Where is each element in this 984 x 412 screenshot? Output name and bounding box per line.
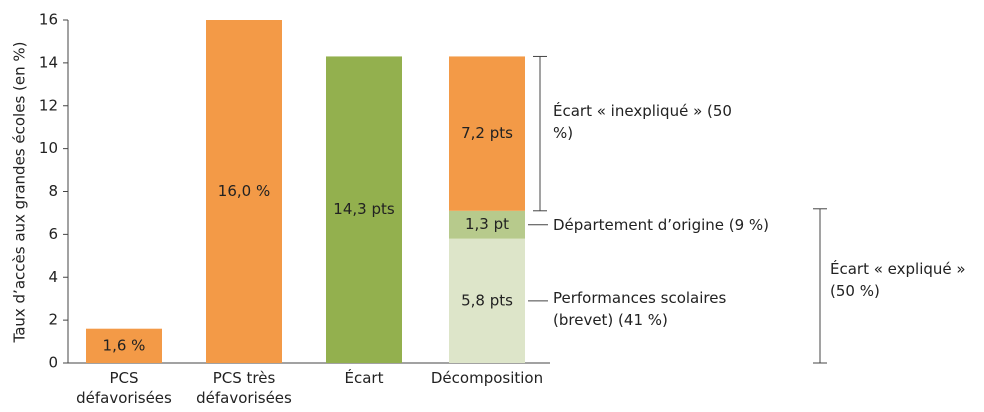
x-tick-label: PCS très défavorisées <box>196 369 292 407</box>
y-tick-label: 2 <box>48 311 58 329</box>
stack-segment <box>449 238 525 363</box>
y-axis-label: Taux d’accès aux grandes écoles (en %) <box>11 42 29 344</box>
segment-label: 7,2 pts <box>461 124 513 142</box>
y-tick-label: 10 <box>39 139 58 157</box>
segment-label: 1,3 pt <box>465 215 509 233</box>
annotation: Écart « expliqué » (50 %) <box>830 259 966 300</box>
y-tick-label: 12 <box>39 96 58 114</box>
x-tick-label: PCS défavorisées <box>76 369 172 407</box>
y-tick-label: 14 <box>39 53 58 71</box>
bar <box>86 328 162 363</box>
y-tick-label: 16 <box>39 11 58 29</box>
y-tick-label: 6 <box>48 225 58 243</box>
annotation: Performances scolaires (brevet) (41 %) <box>553 288 727 329</box>
bar-label: 1,6 % <box>103 336 146 354</box>
y-tick-label: 0 <box>48 354 58 372</box>
stack-segment <box>449 56 525 211</box>
x-tick-label: Écart <box>344 369 384 387</box>
bar-label: 14,3 pts <box>333 200 395 218</box>
segment-label: 5,8 pts <box>461 291 513 309</box>
y-tick-label: 4 <box>48 268 58 286</box>
bar-label: 16,0 % <box>218 182 270 200</box>
y-tick-label: 8 <box>48 182 58 200</box>
stack-segment <box>449 210 525 239</box>
annotation: Département d’origine (9 %) <box>553 215 770 234</box>
annotation: Écart « inexpliqué » (50 %) <box>553 101 732 142</box>
bar <box>326 56 402 363</box>
x-tick-label: Décomposition <box>430 369 544 387</box>
bar <box>206 20 282 363</box>
